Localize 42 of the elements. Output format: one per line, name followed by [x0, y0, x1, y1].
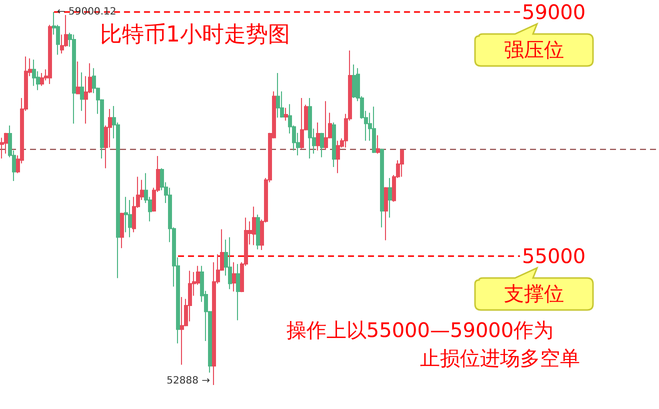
candlestick — [40, 72, 44, 86]
candlestick — [0, 137, 4, 159]
text: 比特币1小时走势图 — [100, 22, 290, 48]
candlestick — [336, 140, 340, 174]
annotation: 操作上以55000—59000作为 — [286, 318, 554, 342]
candlestick — [352, 64, 356, 99]
annotation: ← 59000.12 — [57, 6, 116, 18]
candlestick — [324, 100, 328, 150]
candlestick — [400, 148, 404, 178]
candlestick — [72, 34, 76, 124]
candlestick — [276, 72, 280, 118]
candlestick — [320, 132, 324, 158]
candlestick — [76, 60, 80, 94]
speech-bubble: 强压位 — [473, 22, 595, 68]
candlestick — [80, 72, 84, 112]
candlestick — [316, 122, 320, 152]
candlestick — [48, 24, 52, 85]
annotation: 52888 → — [166, 376, 210, 386]
candlestick — [388, 178, 392, 218]
candlestick — [252, 206, 256, 246]
candlestick — [284, 107, 288, 122]
candlestick — [380, 148, 384, 228]
candlestick — [180, 296, 184, 366]
candlestick — [4, 132, 8, 154]
candlestick — [372, 106, 376, 154]
candlestick — [256, 214, 260, 250]
candlestick — [384, 186, 388, 241]
candlestick — [232, 262, 236, 292]
candlestick — [32, 59, 36, 86]
candlestick — [124, 196, 128, 233]
speech-bubble: 支撑位 — [473, 266, 595, 312]
text: 止损位进场多空单 — [420, 346, 580, 370]
candlestick — [376, 134, 380, 154]
candlestick — [128, 199, 132, 238]
candlestick — [308, 98, 312, 159]
ref-line-label: 59000 — [522, 0, 586, 24]
candlestick — [300, 98, 304, 150]
candlestick — [228, 236, 232, 290]
candlestick — [332, 122, 336, 168]
candlestick — [236, 264, 240, 321]
ref-line-label: 55000 — [522, 244, 586, 268]
candlestick — [120, 212, 124, 249]
